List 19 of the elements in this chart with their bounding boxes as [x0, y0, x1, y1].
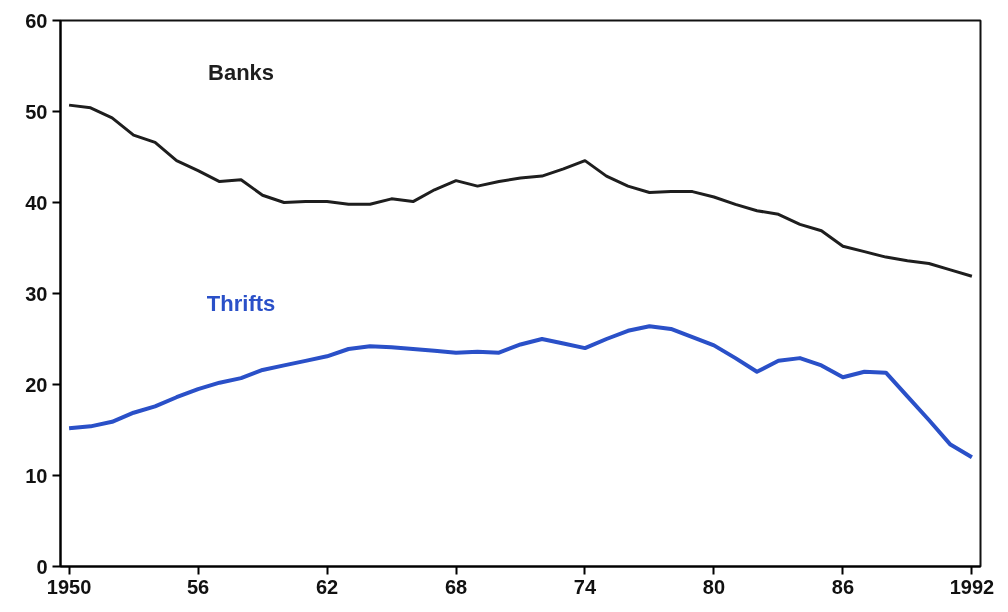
line-series — [67, 103, 974, 278]
text: Thrifts — [206, 291, 276, 317]
line-series — [67, 324, 974, 460]
y-tick-label: 20 — [25, 373, 48, 396]
x-tick-label: 1950 — [46, 575, 92, 598]
x-tick-label: 62 — [315, 575, 339, 598]
x-tick-label: 86 — [831, 575, 855, 598]
y-tick-label: 10 — [25, 464, 48, 487]
y-tick-label: 50 — [25, 100, 48, 123]
x-tick-label: 56 — [186, 575, 210, 598]
text: Banks — [208, 59, 275, 85]
y-tick-label: 0 — [36, 555, 48, 578]
x-tick-label: 68 — [444, 575, 468, 598]
x-tick-label: 74 — [573, 575, 597, 598]
y-tick-label: 30 — [25, 282, 48, 305]
y-tick-label: 60 — [25, 9, 48, 32]
y-tick-label: 40 — [25, 191, 48, 214]
x-tick-label: 1992 — [949, 575, 995, 598]
x-tick-label: 80 — [702, 575, 726, 598]
